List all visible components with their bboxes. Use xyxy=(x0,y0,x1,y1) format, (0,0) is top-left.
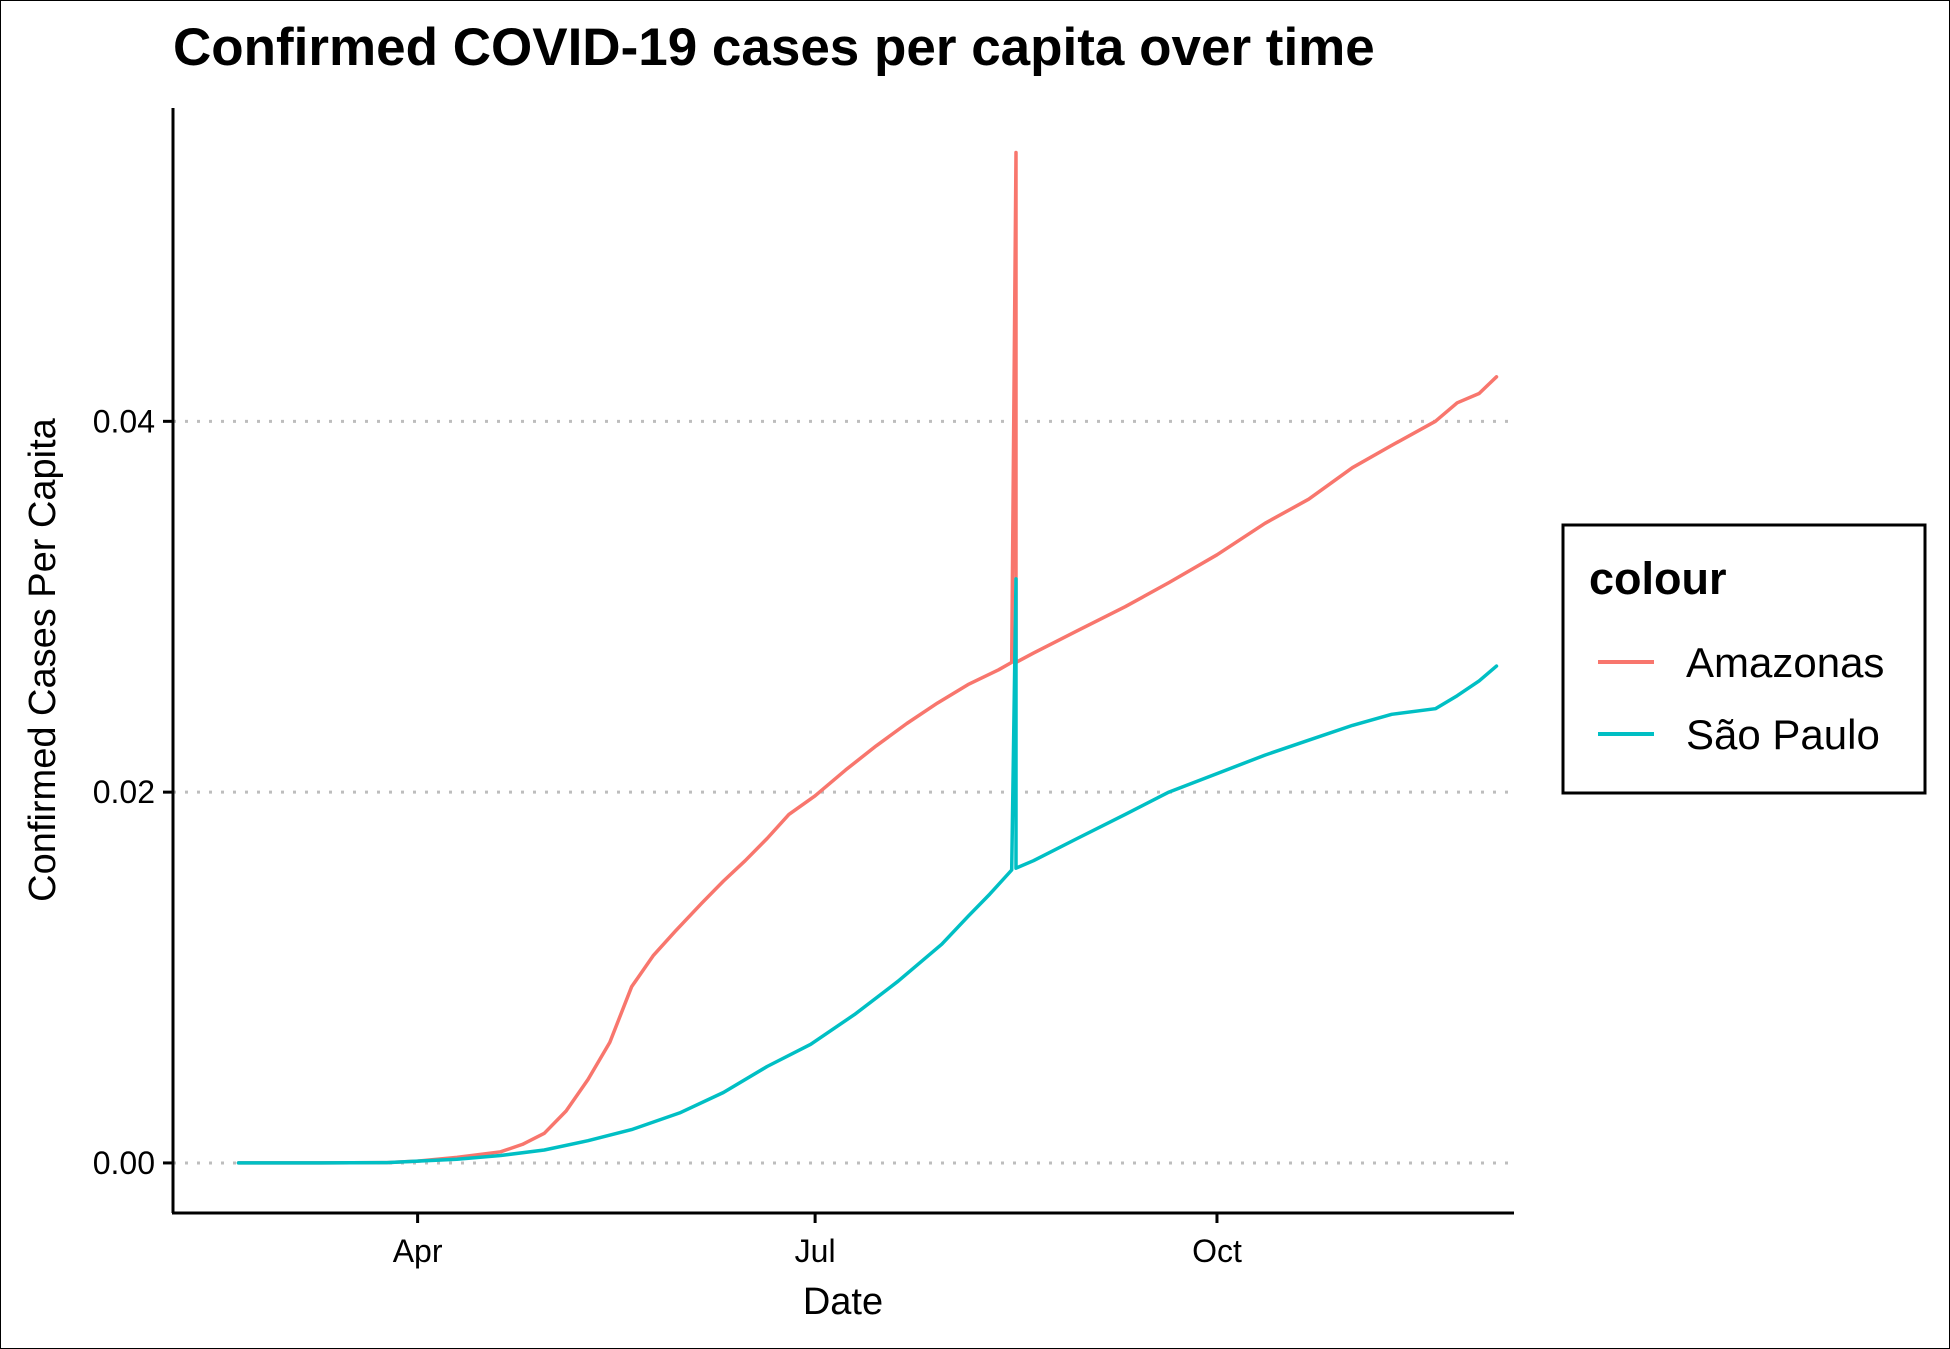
legend-title: colour xyxy=(1589,553,1727,604)
y-tick-label-1: 0.02 xyxy=(93,774,155,810)
series-line-sao-paulo xyxy=(236,577,1499,1165)
legend: colour Amazonas São Paulo xyxy=(1561,523,1927,795)
x-tick-label-1: Jul xyxy=(795,1233,836,1269)
legend-items: Amazonas São Paulo xyxy=(1598,639,1884,758)
legend-box xyxy=(1561,523,1927,795)
y-axis-label: Confirmed Cases Per Capita xyxy=(22,417,64,902)
x-tick-label-2: Oct xyxy=(1192,1233,1242,1269)
grid-lines xyxy=(173,419,1514,1165)
y-axis-ticks: 0.00 0.02 0.04 xyxy=(93,403,173,1181)
x-axis-ticks: Apr Jul Oct xyxy=(393,1213,1242,1269)
chart-title: Confirmed COVID-19 cases per capita over… xyxy=(173,18,1375,77)
series-lines xyxy=(236,150,1499,1165)
series-line-amazonas xyxy=(236,150,1499,1165)
legend-label-sao-paulo: São Paulo xyxy=(1686,711,1880,758)
legend-label-amazonas: Amazonas xyxy=(1686,639,1884,686)
x-axis-label: Date xyxy=(803,1281,883,1323)
y-tick-label-2: 0.04 xyxy=(93,403,155,439)
x-tick-label-0: Apr xyxy=(393,1233,443,1269)
y-tick-label-0: 0.00 xyxy=(93,1145,155,1181)
